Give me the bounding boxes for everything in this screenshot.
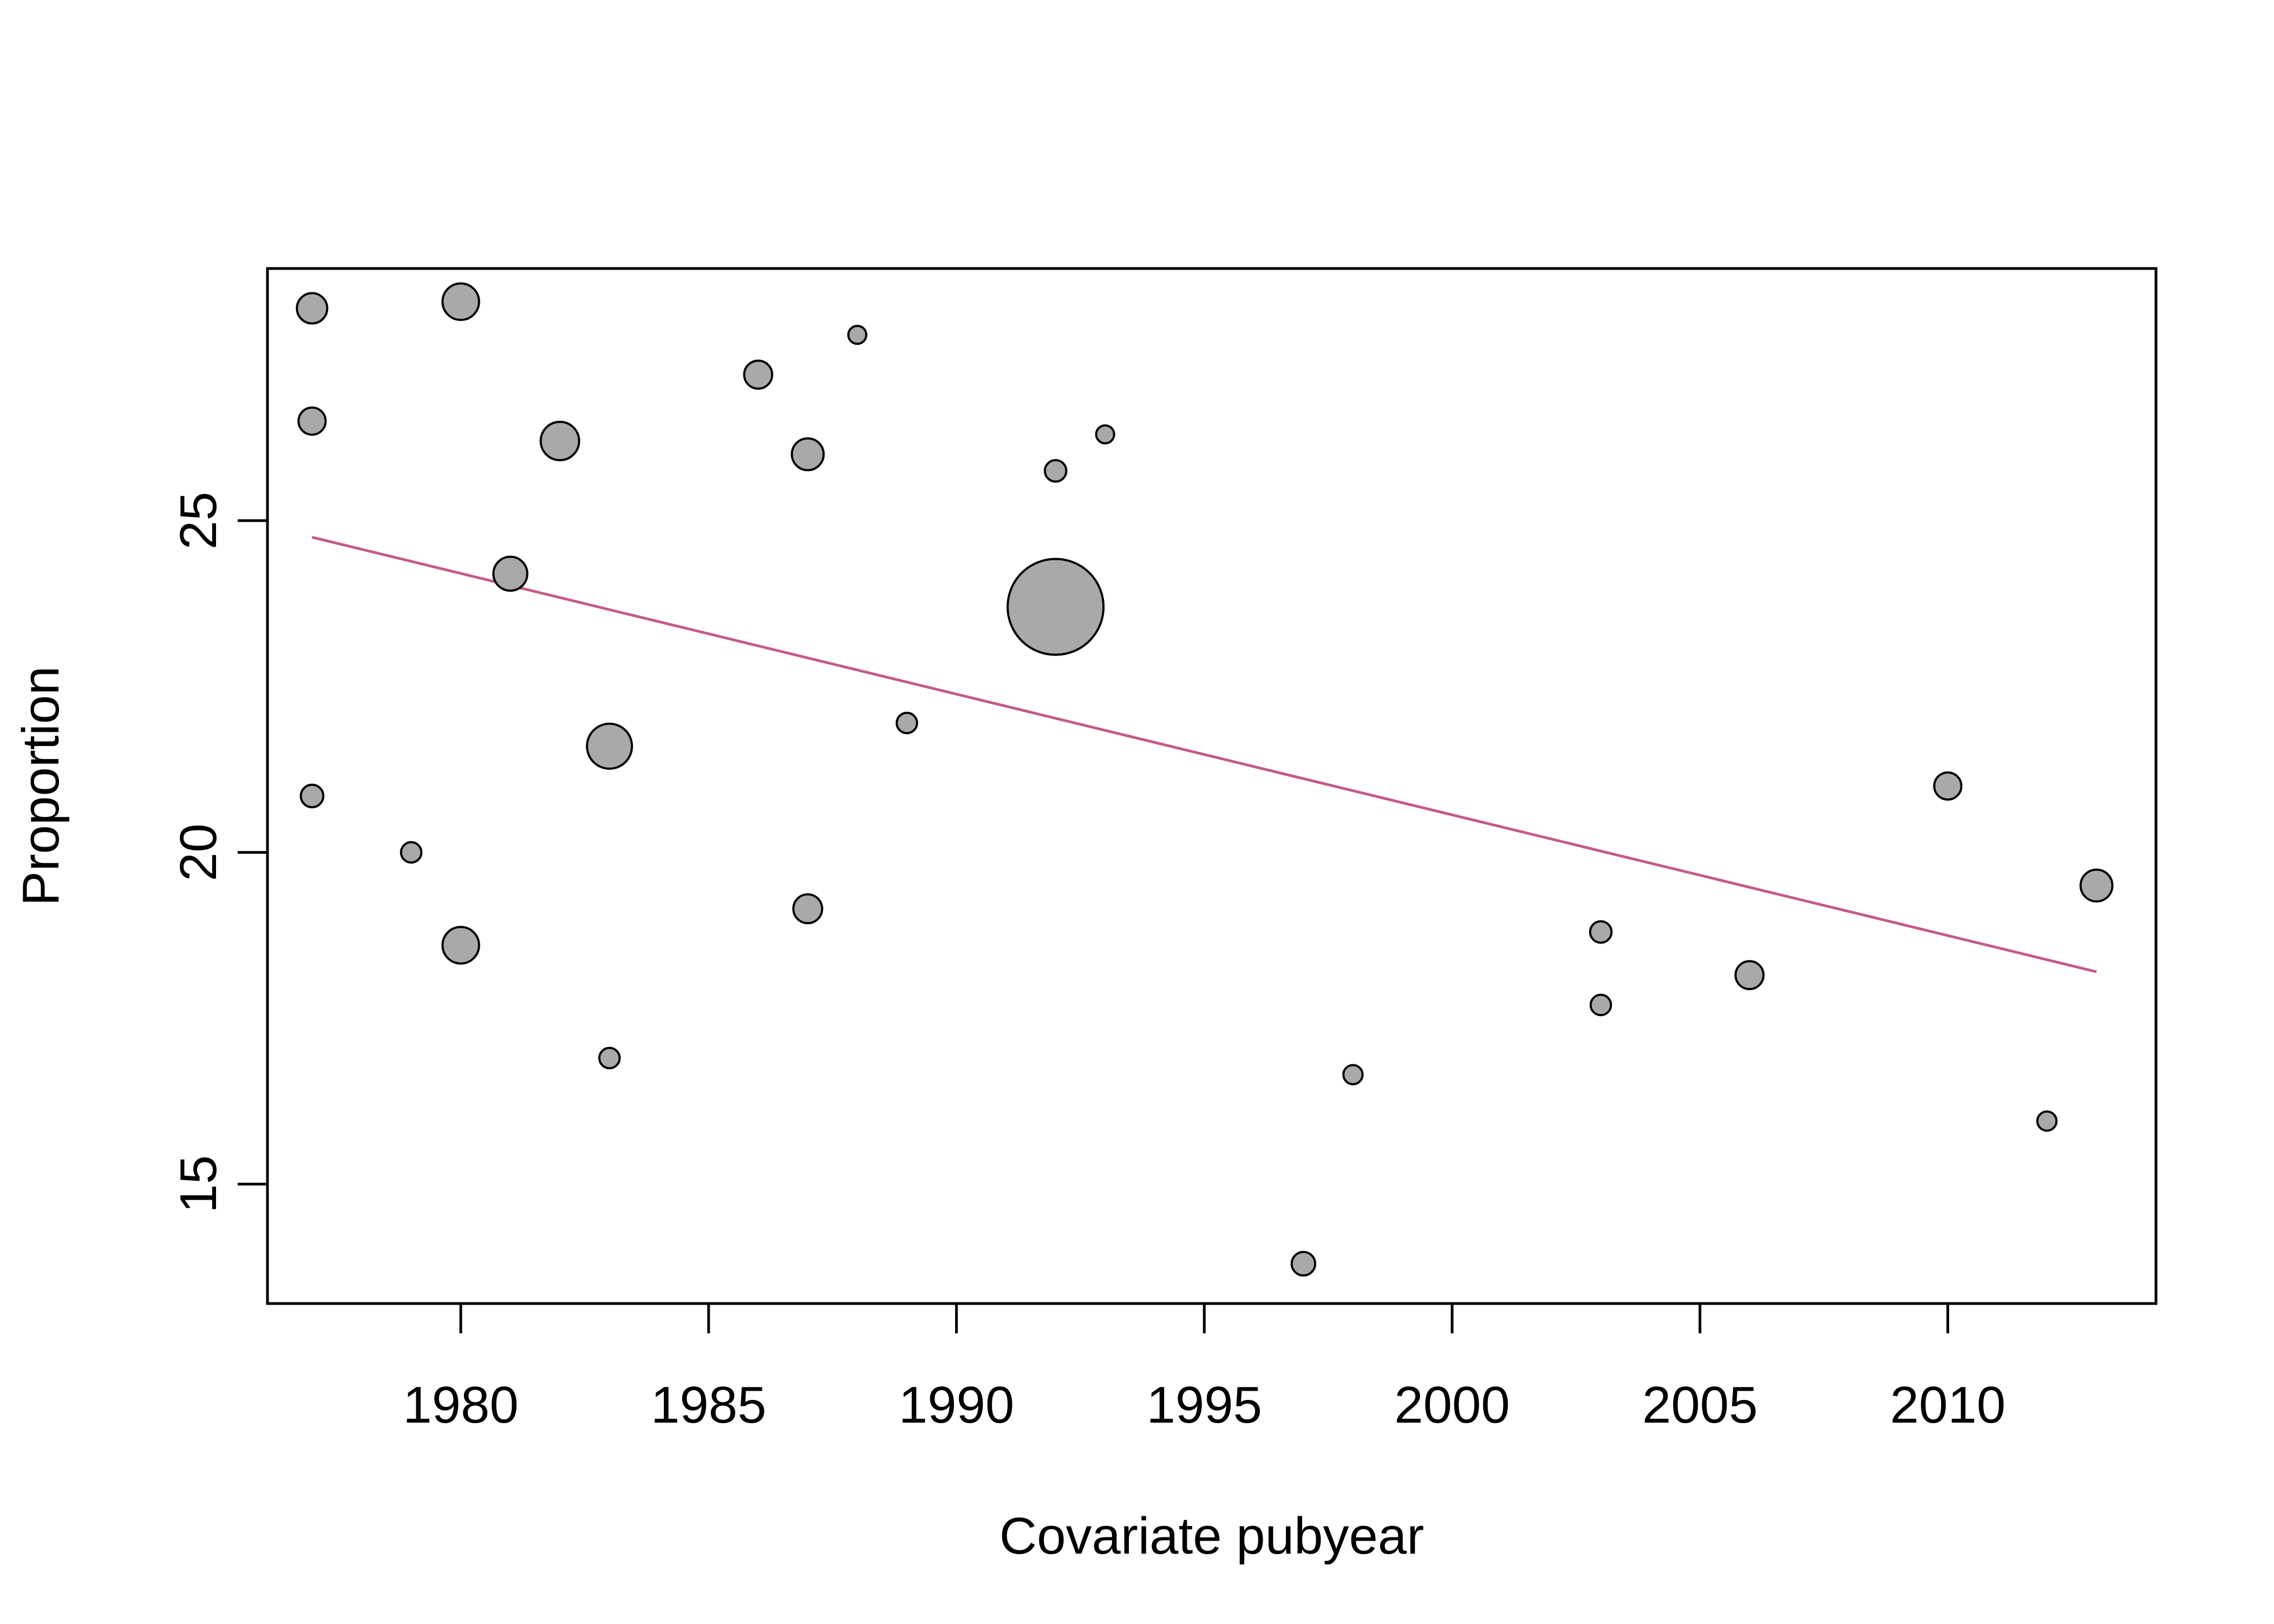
data-point [847,324,867,345]
y-axis: 15 20 25 [169,492,269,1213]
data-point [2036,1110,2058,1132]
data-point [1933,771,1963,801]
data-point [1734,960,1765,991]
x-tick-label: 2000 [1394,1376,1510,1434]
data-point [790,437,825,472]
data-point [2079,868,2114,903]
regression-layer [311,535,2097,973]
data-point [1007,558,1105,656]
x-tick-label: 1995 [1146,1376,1262,1434]
x-tick-label: 1985 [651,1376,767,1434]
data-point [1589,920,1613,944]
data-point [896,711,918,735]
data-point [586,722,633,770]
x-tick-label: 2005 [1642,1376,1758,1434]
data-point [792,893,824,925]
data-point [539,421,580,462]
y-tick-label: 25 [169,492,227,549]
y-tick-label: 20 [169,823,227,881]
data-point [441,282,480,321]
data-point [441,926,480,965]
y-axis-title: Proportion [12,666,70,906]
data-point [598,1046,621,1070]
data-point [1290,1250,1317,1277]
points-layer [296,282,2114,1277]
regression-line [311,535,2097,973]
data-point [299,783,325,809]
data-point [1589,993,1612,1017]
x-axis: 1980 1985 1990 1995 2000 2005 2010 [403,1302,2006,1434]
data-point [296,292,329,325]
x-tick-label: 1990 [899,1376,1015,1434]
data-point [297,406,327,436]
data-point [400,841,423,864]
x-tick-label: 2010 [1890,1376,2006,1434]
data-point [1043,459,1068,483]
data-point [1095,424,1115,444]
data-point [743,359,774,390]
data-point [492,555,528,592]
y-tick-label: 15 [169,1155,227,1213]
x-axis-title: Covariate pubyear [999,1507,1424,1565]
data-point [1342,1064,1364,1085]
x-tick-label: 1980 [403,1376,519,1434]
